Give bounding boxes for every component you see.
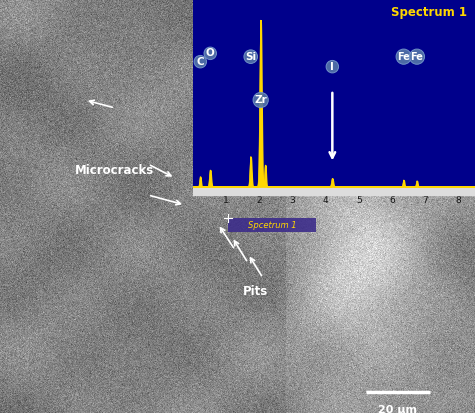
Text: O: O	[206, 48, 215, 58]
Bar	[193, 187, 475, 195]
Text: Zr: Zr	[254, 95, 267, 105]
Text: C: C	[197, 57, 204, 66]
Text: Spectrum 1: Spectrum 1	[390, 6, 466, 19]
Text: Microcracks: Microcracks	[75, 164, 154, 176]
Text: Fe: Fe	[410, 52, 423, 62]
Text: Si: Si	[245, 52, 256, 62]
Text: I: I	[331, 62, 334, 72]
Text: Pits: Pits	[242, 285, 267, 298]
Bar	[228, 218, 316, 232]
Text: Spcetrum 1: Spcetrum 1	[247, 221, 296, 230]
Text: 20 μm: 20 μm	[379, 405, 418, 413]
Text: Fe: Fe	[397, 52, 410, 62]
